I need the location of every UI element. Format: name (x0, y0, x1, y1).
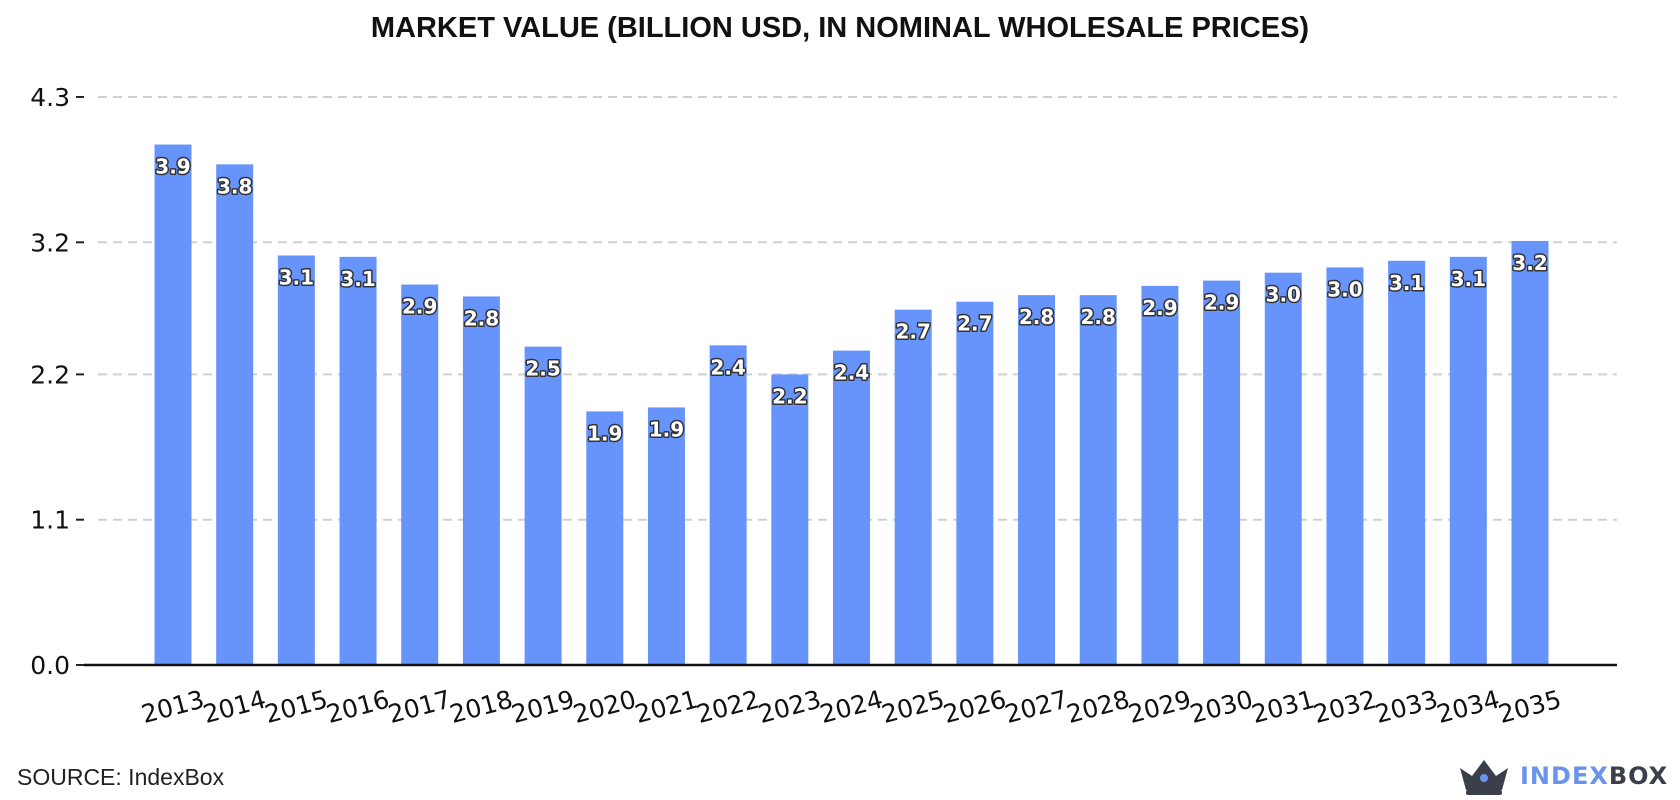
grid-lines (98, 96, 1617, 521)
x-tick-label: 2019 (508, 685, 577, 729)
x-tick-label: 2026 (940, 685, 1009, 729)
bar-2016 (339, 256, 377, 665)
data-label: 2.4 (834, 361, 869, 385)
bar-2035 (1511, 240, 1549, 666)
bar-2022 (709, 345, 747, 665)
data-label: 2.8 (464, 306, 499, 330)
x-tick-label: 2033 (1372, 685, 1441, 729)
bar-2034 (1449, 256, 1487, 665)
bar-2015 (277, 255, 315, 665)
crown-icon (1460, 760, 1508, 795)
x-tick-label: 2025 (879, 685, 948, 729)
axes: 0.01.12.23.24.32013201420152016201720182… (30, 83, 1617, 729)
bars (154, 144, 1549, 666)
bar-2023 (771, 374, 809, 665)
data-label: 3.1 (279, 266, 314, 290)
x-tick-label: 2020 (570, 685, 639, 729)
bar-2029 (1141, 285, 1179, 665)
x-tick-label: 2030 (1187, 685, 1256, 729)
bar-2017 (401, 284, 439, 665)
data-label: 1.9 (649, 417, 684, 441)
bar-2025 (894, 309, 932, 665)
chart-title: MARKET VALUE (BILLION USD, IN NOMINAL WH… (370, 12, 1310, 44)
bar-2033 (1388, 260, 1426, 665)
bar-2018 (462, 296, 500, 665)
data-label: 3.0 (1327, 277, 1362, 301)
x-tick-label: 2014 (200, 685, 269, 729)
data-label: 2.7 (895, 320, 930, 344)
data-label: 2.9 (1142, 296, 1177, 320)
y-tick-label: 0.0 (30, 651, 70, 680)
bar-2021 (647, 407, 685, 665)
data-label: 2.5 (525, 357, 560, 381)
data-label: 3.2 (1512, 251, 1547, 275)
bar-2014 (216, 164, 254, 666)
data-label: 2.7 (957, 312, 992, 336)
logo-text: INDEXBOX (1520, 762, 1668, 790)
source-note: SOURCE: IndexBox (17, 764, 225, 790)
x-tick-label: 2028 (1064, 685, 1133, 729)
indexbox-logo: INDEXBOX (1458, 754, 1668, 798)
y-tick-label: 1.1 (30, 506, 70, 535)
x-tick-label: 2035 (1495, 685, 1564, 729)
data-label: 3.0 (1266, 283, 1301, 307)
data-label: 2.8 (1081, 305, 1116, 329)
logo-text-index: INDEX (1520, 762, 1609, 790)
x-tick-label: 2023 (755, 685, 824, 729)
data-label: 2.9 (1204, 291, 1239, 315)
bar-2027 (1018, 295, 1056, 665)
x-tick-label: 2024 (817, 685, 886, 729)
bar-2013 (154, 144, 192, 666)
bar-2028 (1079, 295, 1117, 665)
data-label: 3.8 (217, 174, 252, 198)
bar-2019 (524, 346, 562, 665)
x-tick-label: 2013 (138, 685, 207, 729)
x-tick-label: 2034 (1434, 685, 1503, 729)
data-label: 2.2 (772, 384, 807, 408)
data-labels: 3.9 3.8 3.1 3.1 2.9 2.8 2.5 1.9 1.9 2.4 2.2 2.4 2.7 2… (154, 153, 1549, 447)
x-tick-label: 2032 (1310, 685, 1379, 729)
data-label: 2.8 (1019, 305, 1054, 329)
data-label: 3.1 (1389, 271, 1424, 295)
logo-text-box: BOX (1608, 762, 1669, 790)
x-tick-label: 2022 (693, 685, 762, 729)
data-label: 2.4 (710, 355, 745, 379)
x-tick-label: 2017 (385, 685, 454, 729)
y-tick-label: 2.2 (30, 360, 70, 389)
data-label: 2.9 (402, 295, 437, 319)
y-tick-label: 3.2 (30, 228, 70, 257)
x-tick-label: 2027 (1002, 685, 1071, 729)
bar-2032 (1326, 267, 1364, 665)
x-tick-label: 2031 (1249, 685, 1318, 729)
data-label: 3.1 (340, 267, 375, 291)
data-label: 3.1 (1451, 267, 1486, 291)
x-tick-label: 2029 (1125, 685, 1194, 729)
data-label: 1.9 (587, 421, 622, 445)
bar-2026 (956, 301, 994, 665)
x-tick-label: 2015 (262, 685, 331, 729)
bar-2031 (1264, 272, 1302, 665)
bar-2024 (833, 350, 870, 665)
y-tick-label: 4.3 (30, 83, 70, 112)
bar-2020 (586, 411, 624, 665)
x-tick-label: 2016 (323, 685, 392, 729)
data-label: 3.9 (155, 155, 190, 179)
x-tick-label: 2018 (447, 685, 516, 729)
x-tick-label: 2021 (632, 685, 701, 729)
bar-2030 (1203, 280, 1241, 665)
